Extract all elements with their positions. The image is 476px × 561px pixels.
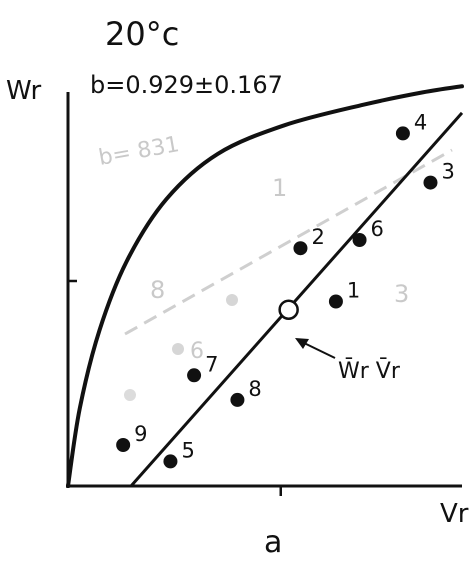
data-point-label-3: 3: [441, 160, 454, 184]
faded-label-8: 8: [150, 276, 165, 304]
b-coefficient: b=0.929±0.167: [90, 71, 283, 99]
faded-dot: [124, 389, 136, 401]
data-point-1: [328, 294, 343, 309]
data-point-5: [163, 454, 178, 469]
axis-ticks: [68, 279, 283, 496]
x-axis-label: Vr: [440, 499, 469, 529]
faded-dot: [172, 343, 184, 355]
faded-label-1: 1: [272, 174, 287, 202]
faded-dashed-line: [124, 148, 453, 336]
data-point-4: [395, 126, 410, 141]
data-point-label-7: 7: [205, 352, 218, 376]
mean-point-label: W̄r V̄r: [338, 358, 401, 384]
regression-line: [129, 111, 464, 487]
data-point-label-6: 6: [371, 217, 384, 241]
data-point-7: [187, 368, 202, 383]
data-point-2: [293, 241, 308, 256]
faded-dot: [226, 294, 238, 306]
data-point-label-9: 9: [134, 422, 147, 446]
mean-arrow: [301, 341, 336, 359]
data-point-label-2: 2: [311, 225, 324, 249]
panel-label: a: [264, 525, 282, 560]
mean-point: [278, 299, 299, 320]
faded-label-6: 6: [190, 339, 204, 364]
data-point-8: [230, 392, 245, 407]
limiting-curve: [66, 84, 464, 488]
data-point-label-4: 4: [414, 110, 427, 134]
data-point-label-8: 8: [248, 377, 261, 401]
faded-show-through: b= 831 1 3 8 6: [97, 132, 453, 401]
data-point-label-1: 1: [347, 279, 360, 303]
faded-label-3: 3: [394, 280, 409, 308]
data-point-label-5: 5: [181, 438, 194, 462]
mean-arrowhead: [295, 338, 309, 349]
data-point-9: [116, 438, 131, 452]
y-axis-label: Wr: [6, 76, 42, 106]
chart-title: 20°c: [105, 15, 179, 53]
faded-b-value: b= 831: [97, 132, 181, 171]
data-point-3: [423, 175, 438, 190]
data-point-6: [352, 233, 367, 247]
